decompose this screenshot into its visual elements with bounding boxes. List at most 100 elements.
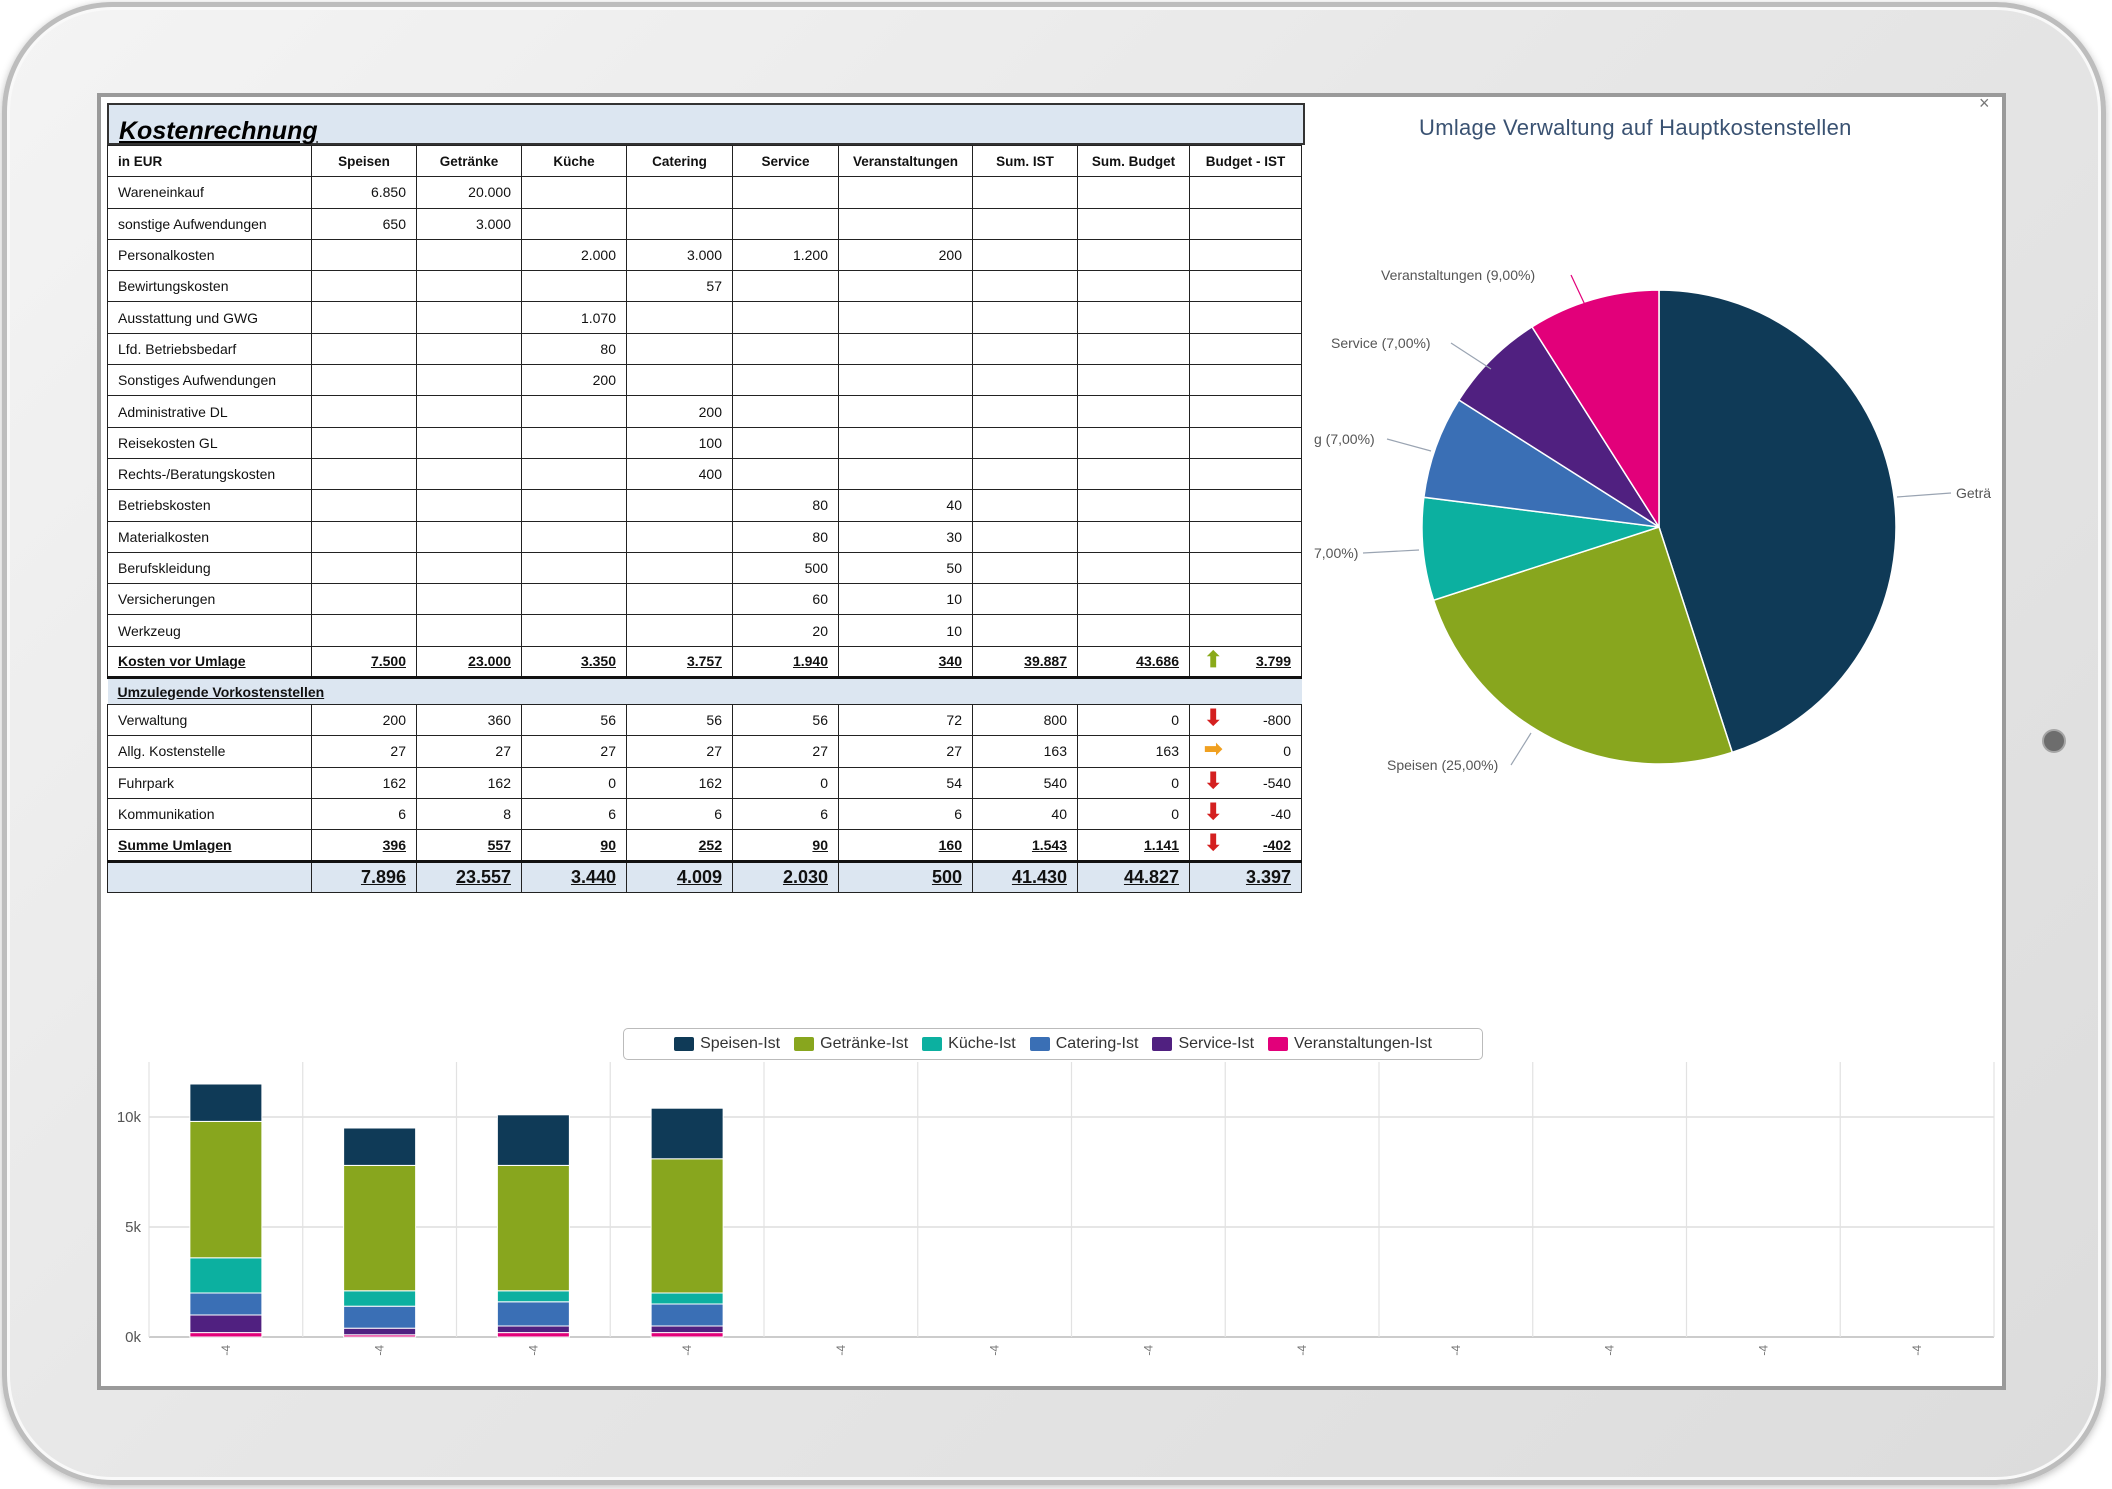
pie-label-veranstaltungen: Veranstaltungen (9,00%) <box>1381 267 1536 283</box>
table-cell <box>416 551 522 585</box>
legend-item[interactable]: Catering-Ist <box>1029 1035 1138 1053</box>
pie-connector-line <box>1386 438 1432 452</box>
bar-segment[interactable] <box>189 1120 263 1259</box>
pie-connector-line <box>1362 549 1420 554</box>
table-cell <box>416 489 522 522</box>
table-cell <box>1077 614 1190 647</box>
table-row: Materialkosten 80 30 <box>107 520 1302 553</box>
legend-item[interactable]: Getränke-Ist <box>794 1035 908 1053</box>
legend-label: Speisen-Ist <box>700 1035 781 1052</box>
bar-segment[interactable] <box>650 1303 724 1327</box>
legend-item[interactable]: Veranstaltungen-Ist <box>1268 1035 1432 1053</box>
bar-segment[interactable] <box>343 1164 417 1292</box>
bar-segment[interactable] <box>650 1158 724 1294</box>
table-cell: 90 <box>732 829 839 863</box>
table-cell <box>521 489 627 522</box>
pie-chart-title: Umlage Verwaltung auf Hauptkostenstellen <box>1419 115 1852 140</box>
table-row: Rechts-/Beratungskosten 400 <box>107 457 1302 491</box>
bar-segment[interactable] <box>189 1314 263 1334</box>
home-button[interactable] <box>2042 729 2066 753</box>
table-cell: 200 <box>626 395 733 428</box>
table-cell: 90 <box>521 829 627 863</box>
table-cell: 6 <box>521 797 627 831</box>
trend-down-arrow-icon: ⬇ <box>1204 830 1223 856</box>
bar-segment[interactable] <box>189 1257 263 1294</box>
pie-slice[interactable] <box>1423 398 1660 528</box>
table-cell: 23.000 <box>416 645 522 680</box>
bar-segment[interactable] <box>650 1292 724 1305</box>
legend-label: Veranstaltungen-Ist <box>1294 1035 1432 1052</box>
bar-segment[interactable] <box>496 1164 570 1292</box>
table-cell <box>311 489 417 522</box>
pie-slice[interactable] <box>1530 289 1660 530</box>
bar-segment[interactable] <box>496 1332 570 1338</box>
bar-segment[interactable] <box>343 1290 417 1307</box>
bar-segment[interactable] <box>189 1292 263 1316</box>
table-cell: 44.827 <box>1077 859 1190 893</box>
row-label: Verwaltung <box>107 704 312 737</box>
table-cell <box>626 489 733 522</box>
table-title: Kostenrechnung <box>119 117 318 145</box>
bar-segment[interactable] <box>496 1301 570 1327</box>
bar-segment[interactable] <box>650 1325 724 1334</box>
table-cell: -800 ⬇ <box>1189 704 1302 737</box>
bar-segment[interactable] <box>343 1127 417 1166</box>
bar-segment[interactable] <box>496 1290 570 1303</box>
bar-segment[interactable] <box>496 1325 570 1334</box>
bar-segment[interactable] <box>189 1083 263 1122</box>
y-tick-label: 10k <box>117 1109 142 1126</box>
bar-segment[interactable] <box>650 1332 724 1338</box>
trend-up-arrow-icon: ⬆ <box>1204 646 1223 672</box>
table-cell <box>838 176 973 209</box>
table-cell <box>1189 614 1302 647</box>
table-cell: 39.887 <box>972 645 1078 680</box>
legend-item[interactable]: Küche-Ist <box>922 1035 1016 1053</box>
table-cell <box>626 301 733 334</box>
table-cell: Veranstaltungen <box>838 144 973 178</box>
cost-table: in EUR Speisen Getränke Küche Catering Servic… <box>107 144 1302 893</box>
table-row: Summe Umlagen 396 557 90 252 90 160 1.543 1.141-… <box>107 829 1302 863</box>
pie-slice[interactable] <box>1658 289 1897 754</box>
table-cell: 6.850 <box>311 176 417 209</box>
table-cell: 1.141 <box>1077 829 1190 863</box>
bar-segment[interactable] <box>650 1107 724 1160</box>
legend-label: Service-Ist <box>1178 1035 1255 1052</box>
table-cell <box>1077 238 1190 272</box>
x-tick-label: -4 <box>1295 1345 1309 1356</box>
table-cell: 6 <box>838 797 973 831</box>
table-row: Allg. Kostenstelle 27 27 27 27 27 27 163 163 0 ➡ <box>107 735 1302 768</box>
table-cell <box>1077 270 1190 303</box>
legend-swatch <box>922 1037 943 1051</box>
bar-segment[interactable] <box>343 1327 417 1336</box>
table-cell: 56 <box>626 704 733 737</box>
legend-item[interactable]: Service-Ist <box>1152 1035 1254 1053</box>
table-cell: Sum. IST <box>972 144 1078 178</box>
table-cell <box>838 301 973 334</box>
trend-down-arrow-icon: ⬇ <box>1204 705 1223 731</box>
table-row: Reisekosten GL 100 <box>107 426 1302 459</box>
pie-slice[interactable] <box>1432 526 1734 765</box>
bar-segment[interactable] <box>189 1332 263 1338</box>
table-cell <box>521 551 627 585</box>
x-tick-label: -4 <box>988 1345 1002 1356</box>
table-cell: 2.030 <box>732 859 839 893</box>
table-cell: 50 <box>838 551 973 585</box>
table-cell: -540 ⬇ <box>1189 766 1302 799</box>
close-icon[interactable]: × <box>1979 93 1990 113</box>
table-row: Kommunikation 6 8 6 6 6 6 40 0 -40 ⬇ <box>107 797 1302 831</box>
table-cell: 500 <box>838 859 973 893</box>
table-cell: 3.397 <box>1189 859 1302 893</box>
table-row: Fuhrpark 162 162 0 162 0 54 540 0 -540 ⬇ <box>107 766 1302 799</box>
table-cell <box>972 301 1078 334</box>
pie-label-küche: 7,00%) <box>1314 545 1359 561</box>
table-cell <box>521 207 627 240</box>
row-label: Fuhrpark <box>107 766 312 799</box>
bar-segment[interactable] <box>343 1305 417 1329</box>
table-cell <box>1189 489 1302 522</box>
pie-slice[interactable] <box>1421 496 1660 602</box>
table-cell <box>416 270 522 303</box>
legend-item[interactable]: Speisen-Ist <box>674 1035 780 1053</box>
table-cell: 30 <box>838 520 973 553</box>
bar-segment[interactable] <box>496 1114 570 1166</box>
pie-slice[interactable] <box>1457 325 1660 528</box>
